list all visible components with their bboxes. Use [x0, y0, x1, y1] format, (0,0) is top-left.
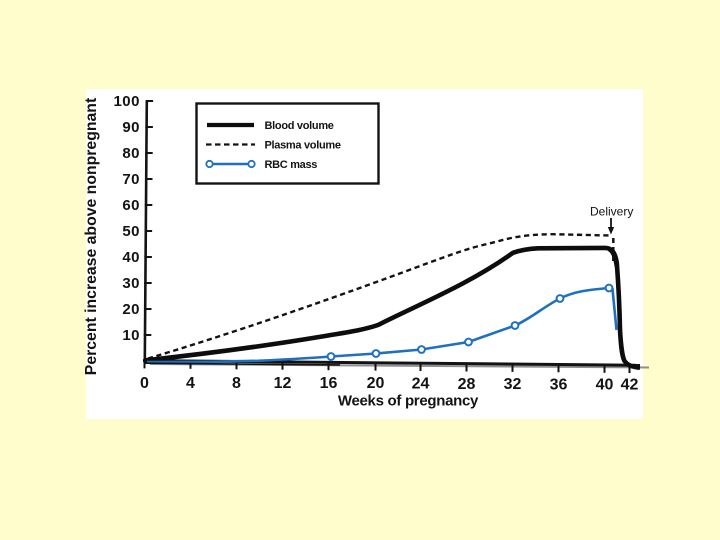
svg-text:36: 36 — [550, 377, 568, 394]
svg-text:4: 4 — [186, 375, 195, 392]
svg-text:30: 30 — [122, 275, 140, 292]
svg-text:0: 0 — [140, 375, 149, 392]
svg-text:10: 10 — [122, 327, 140, 344]
svg-text:70: 70 — [122, 171, 140, 188]
svg-text:Percent increase above nonpreg: Percent increase above nonpregnant — [83, 97, 100, 375]
svg-text:20: 20 — [367, 375, 385, 392]
svg-text:Delivery: Delivery — [590, 205, 633, 219]
svg-text:28: 28 — [458, 376, 476, 393]
svg-text:8: 8 — [232, 375, 241, 392]
svg-text:Weeks of pregnancy: Weeks of pregnancy — [338, 393, 479, 410]
svg-text:90: 90 — [122, 119, 140, 136]
svg-text:20: 20 — [122, 301, 140, 318]
svg-text:16: 16 — [320, 375, 338, 392]
svg-text:40: 40 — [122, 249, 140, 266]
svg-text:Plasma volume: Plasma volume — [265, 140, 341, 152]
svg-text:42: 42 — [621, 377, 639, 394]
svg-text:12: 12 — [274, 375, 292, 392]
svg-text:50: 50 — [122, 223, 140, 240]
svg-text:24: 24 — [412, 376, 430, 393]
svg-text:80: 80 — [122, 145, 140, 162]
svg-text:40: 40 — [596, 377, 614, 394]
svg-text:60: 60 — [122, 197, 140, 214]
svg-text:Blood volume: Blood volume — [265, 120, 334, 132]
svg-text:100: 100 — [113, 93, 140, 110]
svg-text:32: 32 — [504, 376, 522, 393]
svg-text:RBC mass: RBC mass — [265, 159, 318, 171]
